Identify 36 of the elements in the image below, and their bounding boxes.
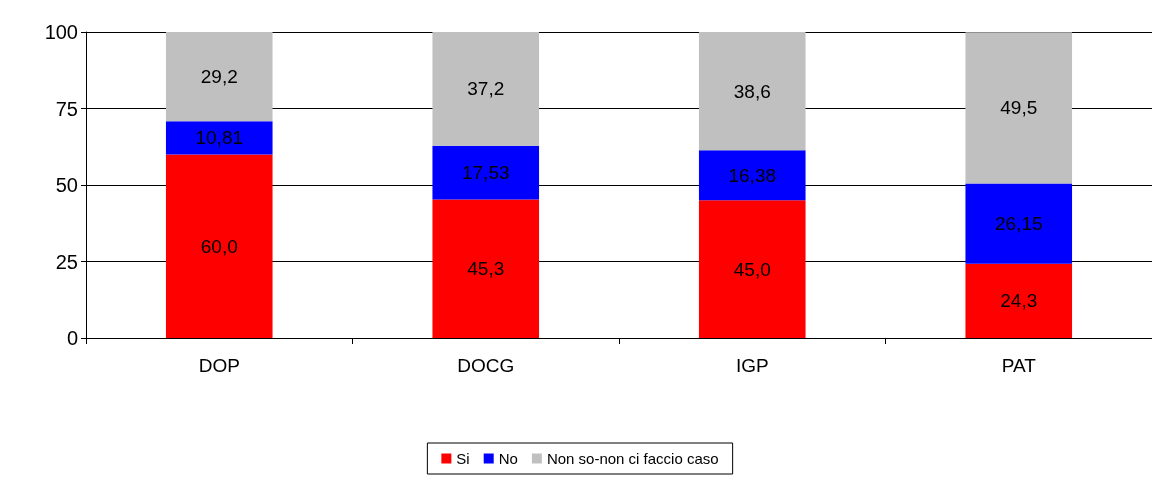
legend-label: Non so-non ci faccio caso bbox=[546, 450, 719, 467]
y-tick-label: 100 bbox=[44, 21, 78, 43]
bar bbox=[698, 200, 806, 338]
bar bbox=[698, 150, 806, 201]
bar bbox=[165, 154, 273, 338]
bar bbox=[965, 263, 1073, 338]
bar bbox=[698, 32, 806, 151]
legend-label: No bbox=[498, 450, 518, 467]
data-label: 10,81 bbox=[195, 127, 244, 149]
x-tick-label: PAT bbox=[1001, 355, 1037, 376]
data-label: 45,0 bbox=[733, 258, 771, 280]
y-tick-label: 0 bbox=[66, 327, 78, 349]
data-label: 49,5 bbox=[1000, 97, 1038, 119]
bar bbox=[965, 183, 1073, 264]
data-label: 60,0 bbox=[200, 235, 238, 257]
data-label: 37,2 bbox=[467, 78, 505, 100]
data-label: 16,38 bbox=[728, 164, 777, 186]
x-tick-label: DOCG bbox=[457, 355, 515, 376]
bar bbox=[432, 32, 540, 146]
y-tick-label: 25 bbox=[55, 250, 78, 273]
bar bbox=[165, 121, 273, 155]
legend-label: Si bbox=[456, 450, 470, 467]
bar bbox=[165, 32, 273, 122]
data-label: 29,2 bbox=[200, 66, 238, 88]
data-label: 24,3 bbox=[1000, 290, 1038, 312]
data-label: 45,3 bbox=[467, 258, 505, 280]
bar bbox=[432, 199, 540, 338]
data-label: 17,53 bbox=[461, 162, 510, 184]
y-tick-label: 50 bbox=[55, 174, 78, 196]
bar bbox=[432, 145, 540, 200]
y-tick-label: 75 bbox=[55, 97, 78, 120]
x-tick-label: IGP bbox=[735, 355, 769, 376]
x-tick-label: DOP bbox=[198, 355, 240, 376]
data-label: 26,15 bbox=[994, 213, 1043, 235]
bar bbox=[965, 32, 1073, 184]
data-label: 38,6 bbox=[733, 80, 771, 102]
